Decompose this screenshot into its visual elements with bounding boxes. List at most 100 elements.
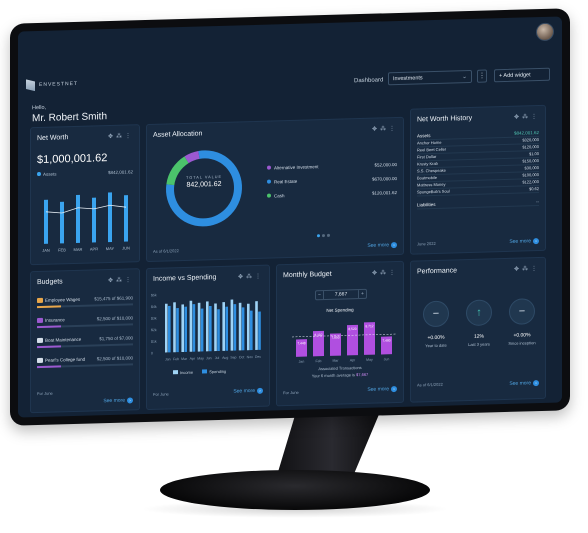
legend-item: Alternative Investment $52,000.00 [267, 162, 397, 171]
see-more-label: See more [509, 380, 531, 387]
arrow-right-icon: › [391, 242, 397, 249]
chart-bar [330, 333, 341, 356]
assets-row: Assets $842,001.62 [37, 169, 133, 177]
income-bar [181, 304, 184, 353]
three-year-label: Last 3 years [468, 341, 490, 348]
avatar[interactable] [536, 22, 554, 42]
chart-bar [44, 199, 48, 244]
move-icon: ✥ [237, 274, 246, 281]
legend-income: Income [180, 369, 194, 376]
assets-value: $842,001.62 [107, 169, 133, 176]
budget-row[interactable]: Boat Maintenance $1,750 of $7,000 [37, 335, 133, 348]
card-title: Net Worth [37, 134, 69, 143]
hierarchy-icon: ⁂ [522, 266, 531, 273]
x-tick-label: Aug [222, 356, 228, 360]
see-more-label: See more [367, 386, 389, 393]
card-actions[interactable]: ✥⁂⋮ [514, 265, 540, 273]
see-more-link[interactable]: See more › [103, 397, 133, 404]
assets-label: Assets [43, 171, 57, 177]
card-actions[interactable]: ✥⁂⋮ [108, 276, 134, 284]
x-tick-label: Feb [315, 359, 321, 363]
card-actions[interactable]: ✥⁂⋮ [372, 125, 398, 133]
table-cell: $1.00 [528, 151, 539, 157]
hierarchy-icon: ⁂ [380, 270, 389, 277]
see-more-link[interactable]: See more › [367, 242, 397, 249]
table-cell: $0.62 [528, 186, 539, 192]
data-label: 8,712 [365, 324, 373, 328]
budget-row[interactable]: Pearl's College fund $2,500 of $10,000 [37, 355, 133, 368]
legend-value: $670,000.00 [371, 176, 397, 182]
budget-row[interactable]: Employee Wages $15,475 of $61,900 [37, 295, 133, 308]
decrement-button[interactable]: − [316, 291, 324, 300]
see-more-link[interactable]: See more › [367, 386, 397, 393]
chart-bar [347, 324, 358, 356]
card-actions[interactable]: ✥⁂⋮ [372, 269, 398, 277]
budget-value: $1,750 of $7,000 [99, 335, 133, 342]
see-more-link[interactable]: See more › [509, 238, 539, 245]
see-more-link[interactable]: See more › [233, 387, 263, 395]
legend-value: $120,001.62 [371, 190, 397, 196]
pager-dot [317, 234, 320, 238]
see-more-link[interactable]: See more › [509, 380, 539, 387]
move-icon: ✥ [107, 277, 116, 285]
average-value: $7,667 [356, 371, 369, 378]
card-actions[interactable]: ✥⁂⋮ [238, 273, 264, 281]
spending-bar [192, 304, 196, 352]
budget-progress-fill [37, 345, 61, 348]
move-icon: ✥ [371, 270, 380, 277]
user-name: Mr. Robert Smith [32, 111, 108, 125]
chart-bar [92, 197, 96, 243]
chevron-down-icon: ⌄ [461, 74, 467, 81]
table-cell: $100,000 [522, 172, 539, 178]
table-cell: $842,001.62 [513, 130, 539, 136]
card-actions[interactable]: ✥⁂⋮ [108, 132, 134, 140]
trend-line [45, 204, 127, 214]
card-actions[interactable]: ✥⁂⋮ [514, 113, 540, 121]
shield-icon [37, 318, 43, 324]
average-note: Your 6 month average is $7,667 [277, 371, 403, 380]
x-tick-label: Feb [173, 357, 179, 361]
more-options-button[interactable]: ⋮ [477, 69, 487, 83]
kebab-icon: ⋮ [389, 269, 398, 277]
add-widget-button[interactable]: + Add widget [494, 67, 550, 83]
card-title: Performance [417, 267, 458, 276]
stepper-value[interactable]: 7,667 [334, 291, 348, 298]
chart-bar [296, 339, 307, 357]
y-tick-label: $5k [151, 293, 157, 297]
income-spending-chart: $5k $4k $3k $2k $1k 0 Jan Feb Mar Apr May Jun Jul Aug… [151, 293, 261, 361]
legend-label: Real Estate [274, 178, 298, 185]
dashboard-select-value: Investments [393, 75, 423, 83]
arrow-right-icon: › [391, 386, 397, 393]
inception-value: +0.00% [513, 332, 531, 339]
boat-icon [37, 338, 43, 344]
budget-stepper[interactable]: − 7,667 + [315, 288, 367, 301]
x-tick-label: Jul [215, 356, 220, 360]
dashboard-select[interactable]: Investments ⌄ [388, 69, 472, 86]
income-spending-card: Income vs Spending ✥⁂⋮ $5k $4k $3k $2k $1k 0 J… [146, 264, 270, 411]
spending-bar [184, 306, 188, 352]
income-bar [255, 301, 258, 350]
move-icon: ✥ [371, 126, 380, 133]
minus-icon: − [509, 298, 535, 325]
move-icon: ✥ [513, 114, 522, 121]
table-cell: Assets [417, 133, 431, 139]
minus-icon: − [423, 300, 449, 328]
increment-button[interactable]: + [358, 289, 366, 299]
income-bar [222, 302, 226, 351]
net-worth-card: Net Worth ✥⁂⋮ $1,000,001.62 Assets $842,… [30, 124, 140, 266]
x-tick-label: Nov [247, 355, 253, 359]
kebab-icon: ⋮ [531, 114, 540, 121]
see-more-label: See more [103, 397, 125, 405]
carousel-pager[interactable] [317, 224, 332, 242]
budget-row[interactable]: Insurance $2,500 of $10,000 [37, 315, 133, 328]
spending-bar [217, 309, 220, 352]
period-label: For June [153, 391, 169, 397]
monitor-bezel: ENVESTNET Dashboard Investments ⌄ ⋮ + Ad… [10, 8, 570, 426]
y-tick-label: $3k [151, 316, 157, 320]
hierarchy-icon: ⁂ [116, 277, 125, 284]
brand-logo-icon [26, 79, 35, 91]
chart-bar [108, 192, 112, 243]
spending-bar [176, 308, 179, 353]
graduation-icon [37, 358, 43, 364]
arrow-right-icon: › [127, 397, 133, 404]
